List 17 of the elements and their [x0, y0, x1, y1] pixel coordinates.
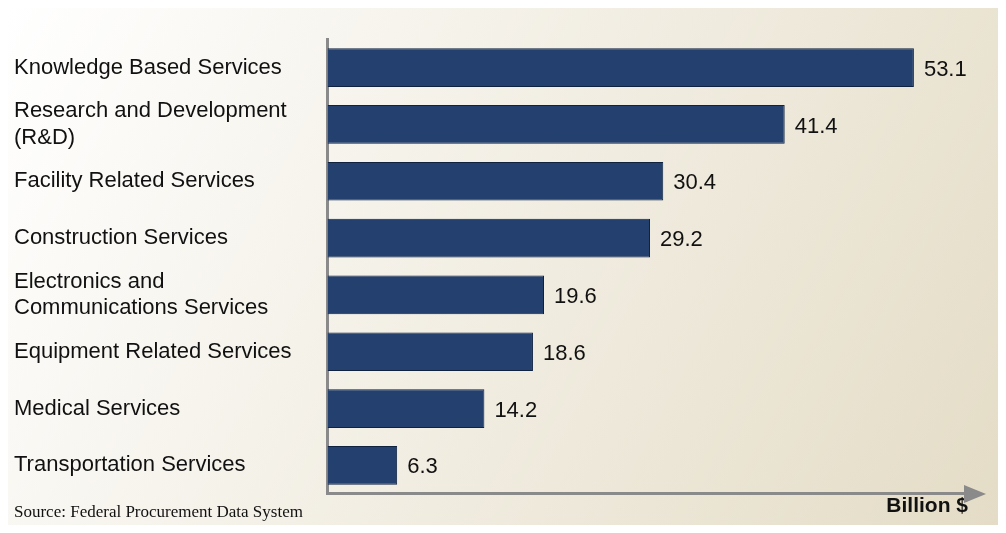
data-label: 19.6: [554, 282, 597, 308]
source-note: Source: Federal Procurement Data System: [14, 501, 303, 521]
y-tick-label: Research and Development (R&D): [14, 97, 287, 149]
data-label: 53.1: [923, 55, 967, 81]
data-label: 18.6: [542, 339, 586, 365]
data-label: 29.2: [660, 226, 703, 252]
y-tick-label: Knowledge Based Services: [14, 53, 282, 79]
data-label: 41.4: [794, 112, 838, 138]
y-tick-label: Facility Related Services: [14, 167, 255, 193]
data-label: 30.4: [673, 169, 717, 195]
data-label: 6.3: [407, 453, 438, 479]
y-tick-label: Equipment Related Services: [14, 337, 292, 363]
y-tick-label: Medical Services: [14, 394, 181, 420]
data-label: 14.2: [494, 396, 538, 422]
y-tick-label: Transportation Services: [14, 451, 246, 477]
y-tick-label: Electronics and Communications Services: [14, 267, 269, 320]
y-tick-label: Construction Services: [14, 224, 228, 250]
